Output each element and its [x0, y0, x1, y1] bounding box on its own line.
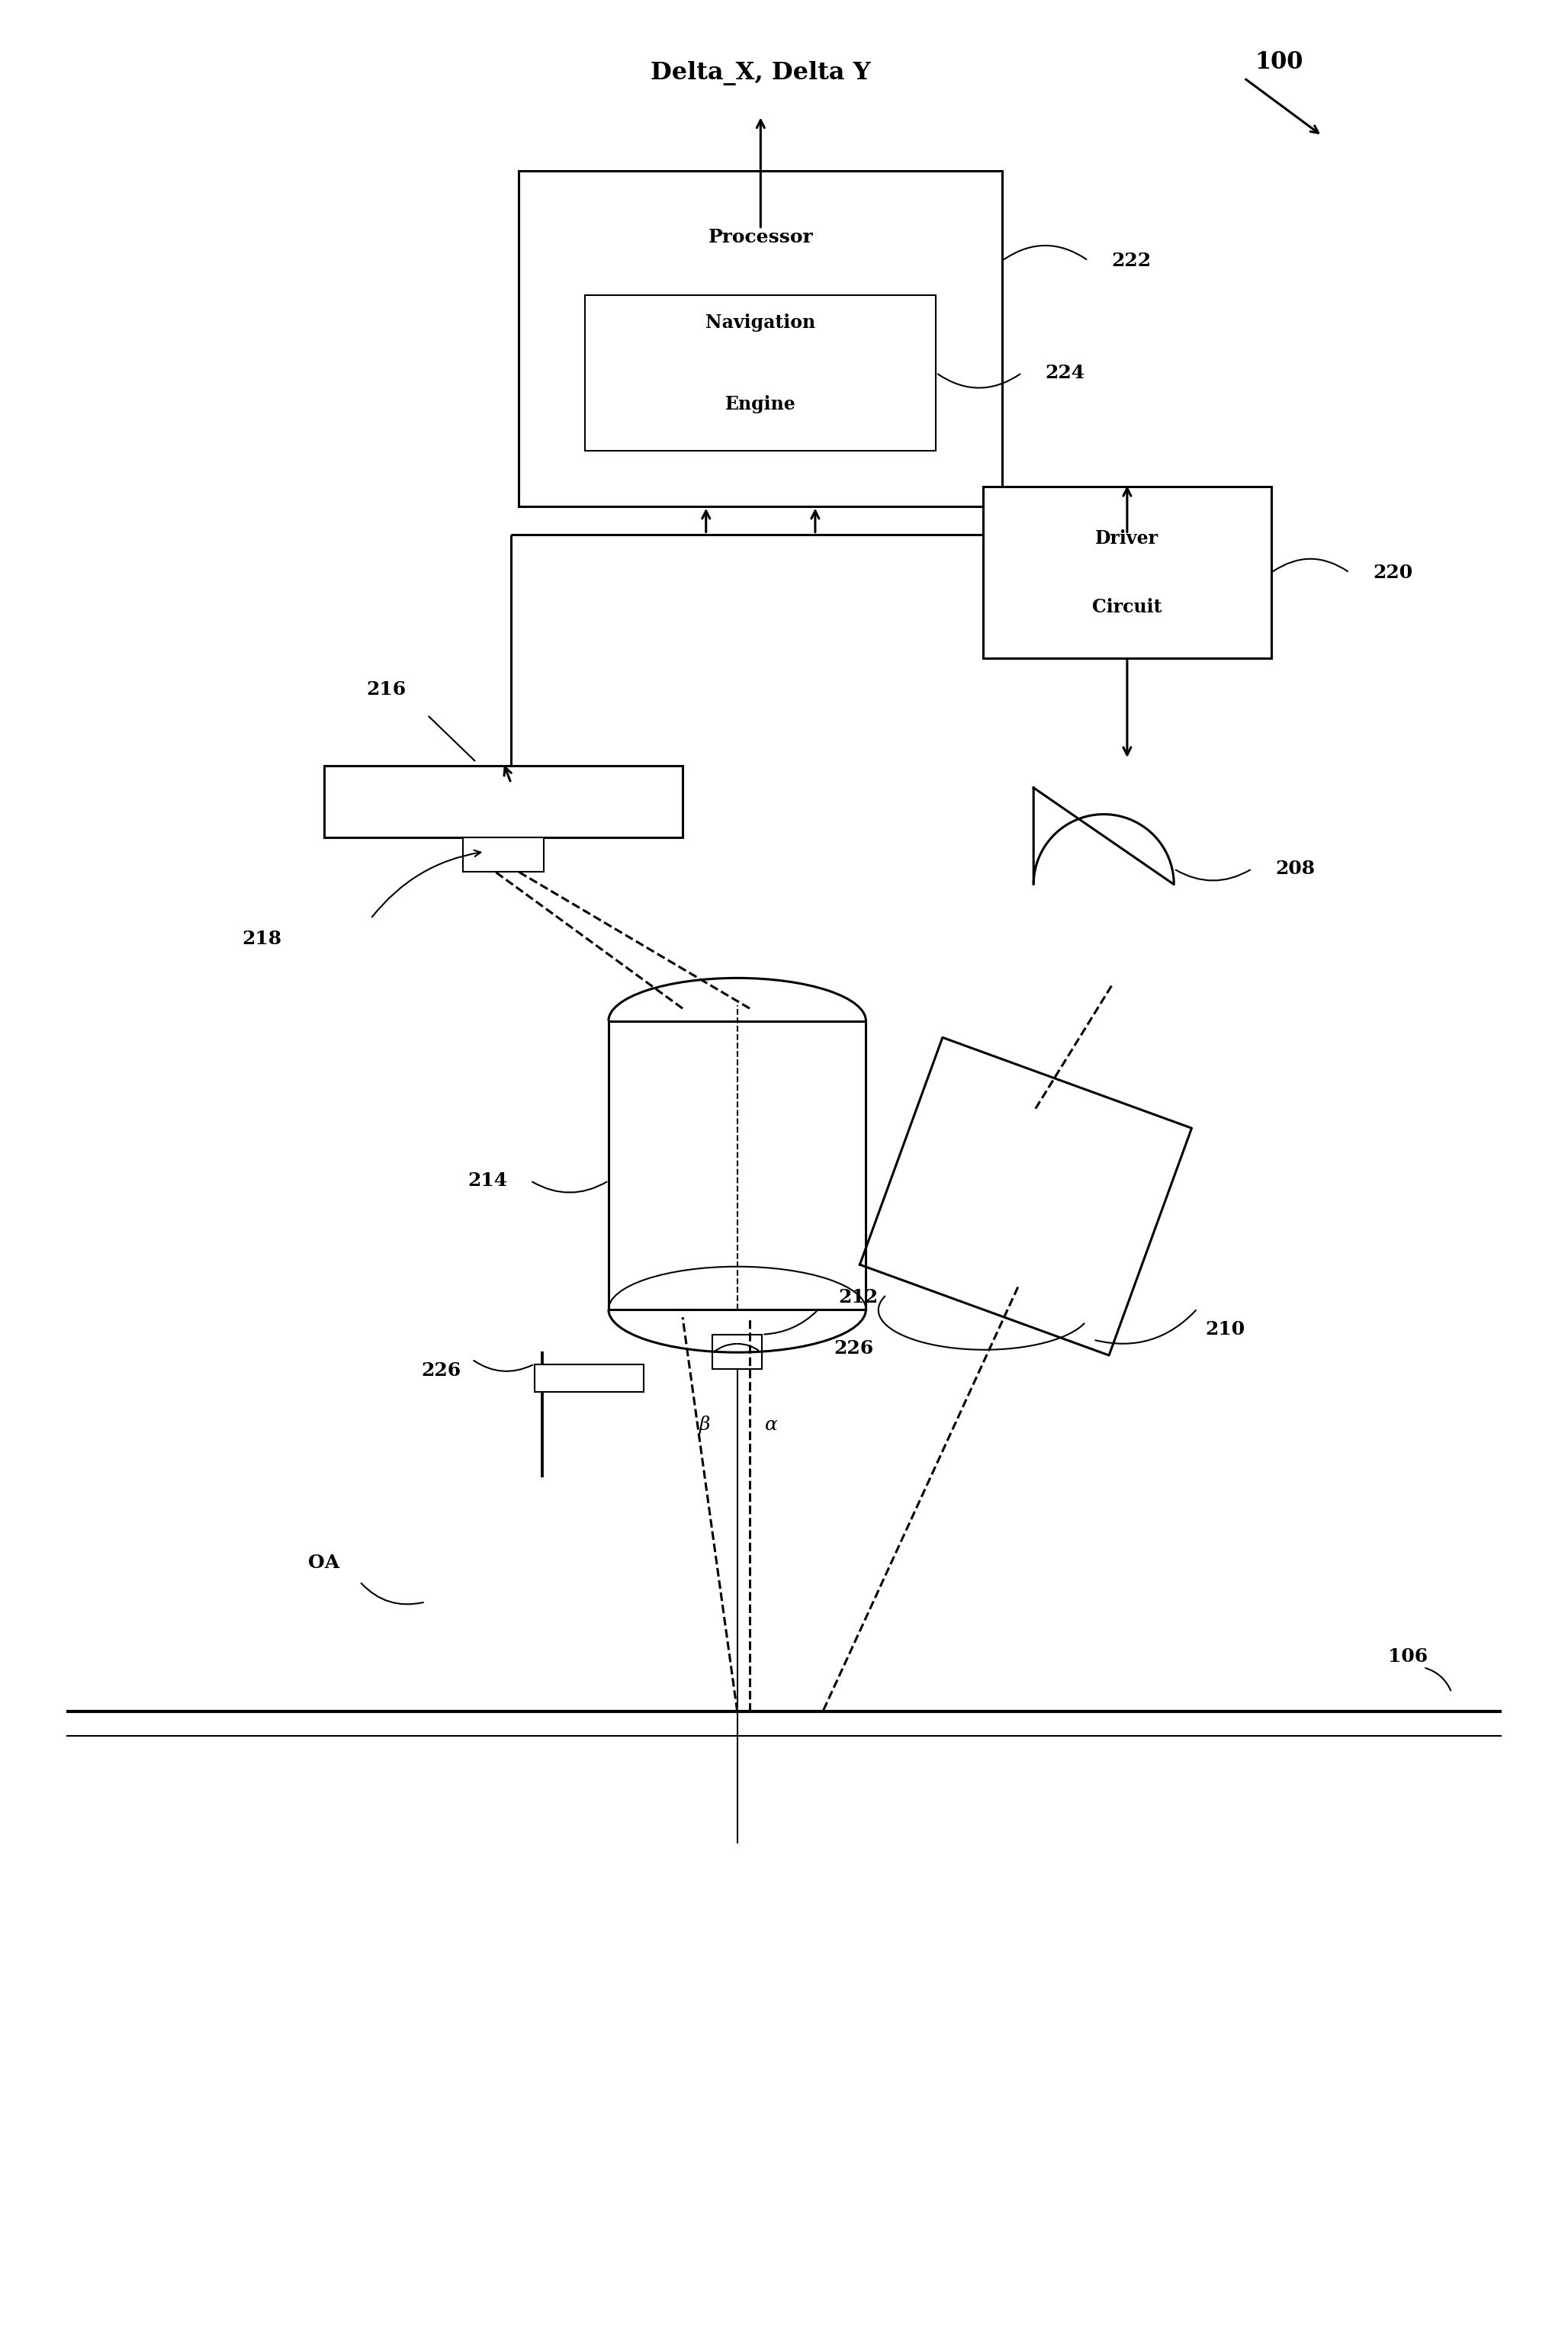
Bar	[712, 1335, 762, 1368]
Text: 226: 226	[834, 1340, 873, 1358]
Text: 216: 216	[367, 680, 406, 699]
Bar	[585, 296, 936, 450]
Text: 208: 208	[1275, 859, 1316, 877]
Text: Navigation: Navigation	[706, 314, 815, 333]
Text: 218: 218	[241, 929, 281, 948]
Text: 100: 100	[1254, 52, 1303, 75]
Bar	[608, 1021, 866, 1309]
Text: 224: 224	[1046, 364, 1085, 382]
Text: α: α	[765, 1417, 778, 1433]
Text: 210: 210	[1206, 1321, 1245, 1337]
Text: 222: 222	[1112, 251, 1151, 270]
Bar	[535, 1363, 643, 1391]
Text: Circuit: Circuit	[1093, 598, 1162, 617]
Text: 226: 226	[420, 1361, 461, 1379]
Text: Engine: Engine	[726, 394, 797, 413]
Text: Delta_X, Delta Y: Delta_X, Delta Y	[651, 61, 870, 84]
Text: 214: 214	[467, 1171, 506, 1189]
Text: OA: OA	[309, 1553, 340, 1572]
Bar	[983, 486, 1272, 659]
Polygon shape	[1033, 788, 1174, 884]
Text: Driver: Driver	[1096, 530, 1159, 547]
Text: 106: 106	[1388, 1647, 1428, 1666]
Bar	[519, 171, 1002, 507]
Text: 212: 212	[839, 1288, 878, 1307]
Bar	[325, 765, 682, 838]
Text: Processor: Processor	[709, 228, 814, 246]
Text: β: β	[699, 1415, 710, 1433]
Polygon shape	[859, 1037, 1192, 1356]
Text: 220: 220	[1374, 563, 1413, 582]
Bar	[463, 838, 544, 873]
